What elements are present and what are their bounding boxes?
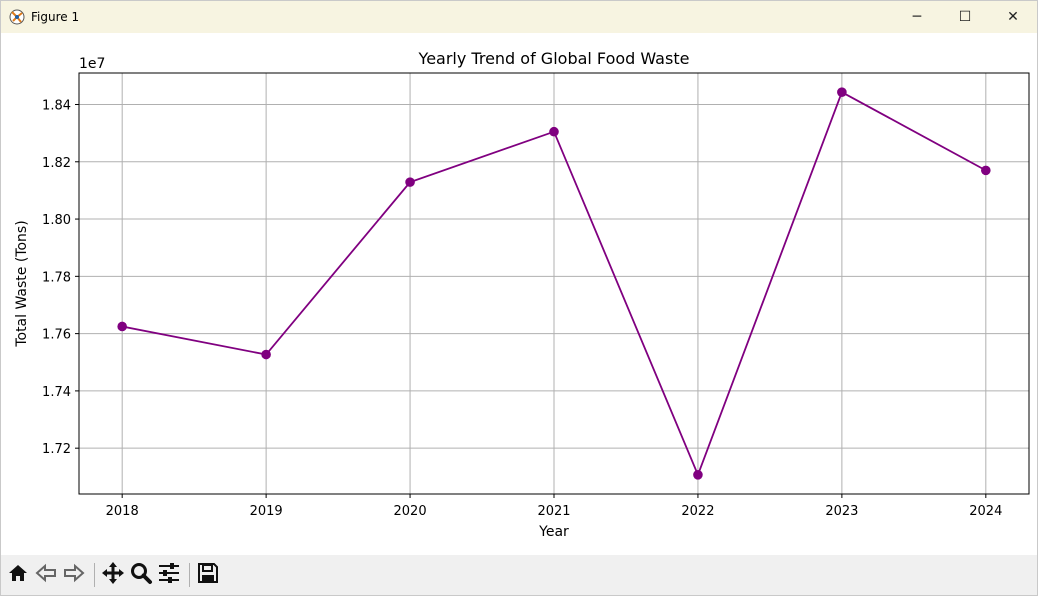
y-tick-label: 1.84 [42, 99, 71, 114]
tick-layer: 2018 2019 2020 2021 2022 2023 2024 1.72 1.74 1.76… [42, 99, 1002, 519]
data-point-marker [981, 165, 991, 176]
y-axis-label: Total Waste (Tons) [14, 220, 30, 347]
x-axis-label: Year [538, 524, 569, 540]
pan-button[interactable] [100, 561, 126, 589]
x-tick-label: 2022 [681, 504, 714, 519]
data-point-marker [693, 470, 703, 480]
figure-canvas[interactable]: 2018 2019 2020 2021 2022 2023 2024 1.72 1.74 1.76… [1, 33, 1037, 555]
matplotlib-app-icon [9, 9, 25, 25]
x-tick-label: 2020 [394, 504, 427, 519]
x-tick-label: 2023 [825, 504, 858, 519]
pan-icon [101, 561, 125, 589]
close-button[interactable]: ✕ [1007, 9, 1019, 25]
configure-subplots-icon [157, 561, 181, 589]
x-tick-label: 2019 [250, 504, 283, 519]
window-title: Figure 1 [31, 10, 80, 24]
maximize-button[interactable]: ☐ [958, 9, 972, 25]
window-controls: ─ ☐ ✕ [893, 1, 1037, 33]
y-tick-label: 1.76 [42, 328, 71, 343]
y-tick-label: 1.78 [42, 270, 71, 285]
data-point-marker [405, 177, 415, 187]
minimize-button[interactable]: ─ [912, 9, 922, 25]
configure-subplots-button[interactable] [156, 561, 182, 589]
back-button[interactable] [33, 561, 59, 589]
data-point-marker [549, 126, 559, 137]
zoom-icon [129, 561, 153, 589]
y-tick-label: 1.80 [42, 213, 71, 228]
y-axis-offset-label: 1e7 [79, 56, 105, 72]
chart-title: Yearly Trend of Global Food Waste [418, 49, 690, 68]
x-tick-label: 2024 [969, 504, 1002, 519]
data-point-marker [117, 321, 127, 332]
zoom-button[interactable] [128, 561, 154, 589]
save-button[interactable] [195, 561, 221, 589]
data-point-marker [261, 349, 271, 360]
y-tick-label: 1.72 [42, 442, 71, 457]
back-icon [35, 562, 57, 588]
y-tick-label: 1.82 [42, 156, 71, 171]
line-chart: 2018 2019 2020 2021 2022 2023 2024 1.72 1.74 1.76… [14, 49, 1030, 540]
toolbar-separator [94, 563, 95, 587]
title-bar: Figure 1 ─ ☐ ✕ [1, 1, 1037, 33]
toolbar-separator [189, 563, 190, 587]
data-point-marker [837, 87, 847, 97]
home-icon [7, 562, 29, 588]
home-button[interactable] [5, 561, 31, 589]
x-tick-label: 2018 [106, 504, 139, 519]
y-tick-label: 1.74 [42, 385, 71, 400]
x-tick-label: 2021 [537, 504, 570, 519]
forward-icon [63, 562, 85, 588]
grid-lines [79, 73, 1029, 494]
forward-button[interactable] [61, 561, 87, 589]
navigation-toolbar [1, 555, 1037, 595]
save-icon [197, 562, 219, 588]
marker-layer [117, 87, 991, 480]
